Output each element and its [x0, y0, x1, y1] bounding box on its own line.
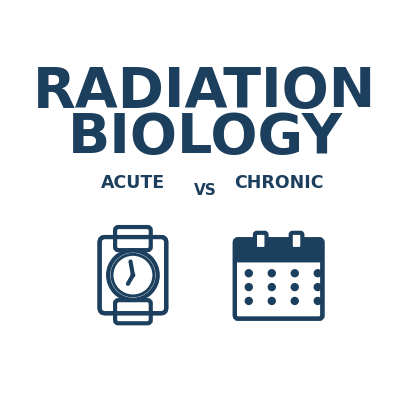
- FancyBboxPatch shape: [255, 233, 266, 249]
- Text: VS: VS: [194, 183, 216, 198]
- FancyBboxPatch shape: [115, 227, 151, 250]
- Circle shape: [291, 284, 298, 290]
- Circle shape: [268, 298, 275, 304]
- Circle shape: [245, 298, 252, 304]
- FancyBboxPatch shape: [115, 300, 151, 323]
- Circle shape: [131, 274, 135, 277]
- FancyBboxPatch shape: [235, 239, 322, 262]
- Circle shape: [268, 270, 275, 277]
- Polygon shape: [238, 251, 319, 259]
- FancyBboxPatch shape: [291, 233, 302, 249]
- Circle shape: [245, 270, 252, 277]
- Text: BIOLOGY: BIOLOGY: [68, 111, 342, 165]
- Circle shape: [314, 298, 321, 304]
- Text: RADIATION: RADIATION: [33, 65, 377, 119]
- Circle shape: [314, 284, 321, 290]
- Circle shape: [314, 270, 321, 277]
- Circle shape: [268, 284, 275, 290]
- Circle shape: [245, 284, 252, 290]
- Circle shape: [291, 298, 298, 304]
- Text: ACUTE: ACUTE: [101, 174, 165, 192]
- Text: CHRONIC: CHRONIC: [234, 174, 323, 192]
- Circle shape: [291, 270, 298, 277]
